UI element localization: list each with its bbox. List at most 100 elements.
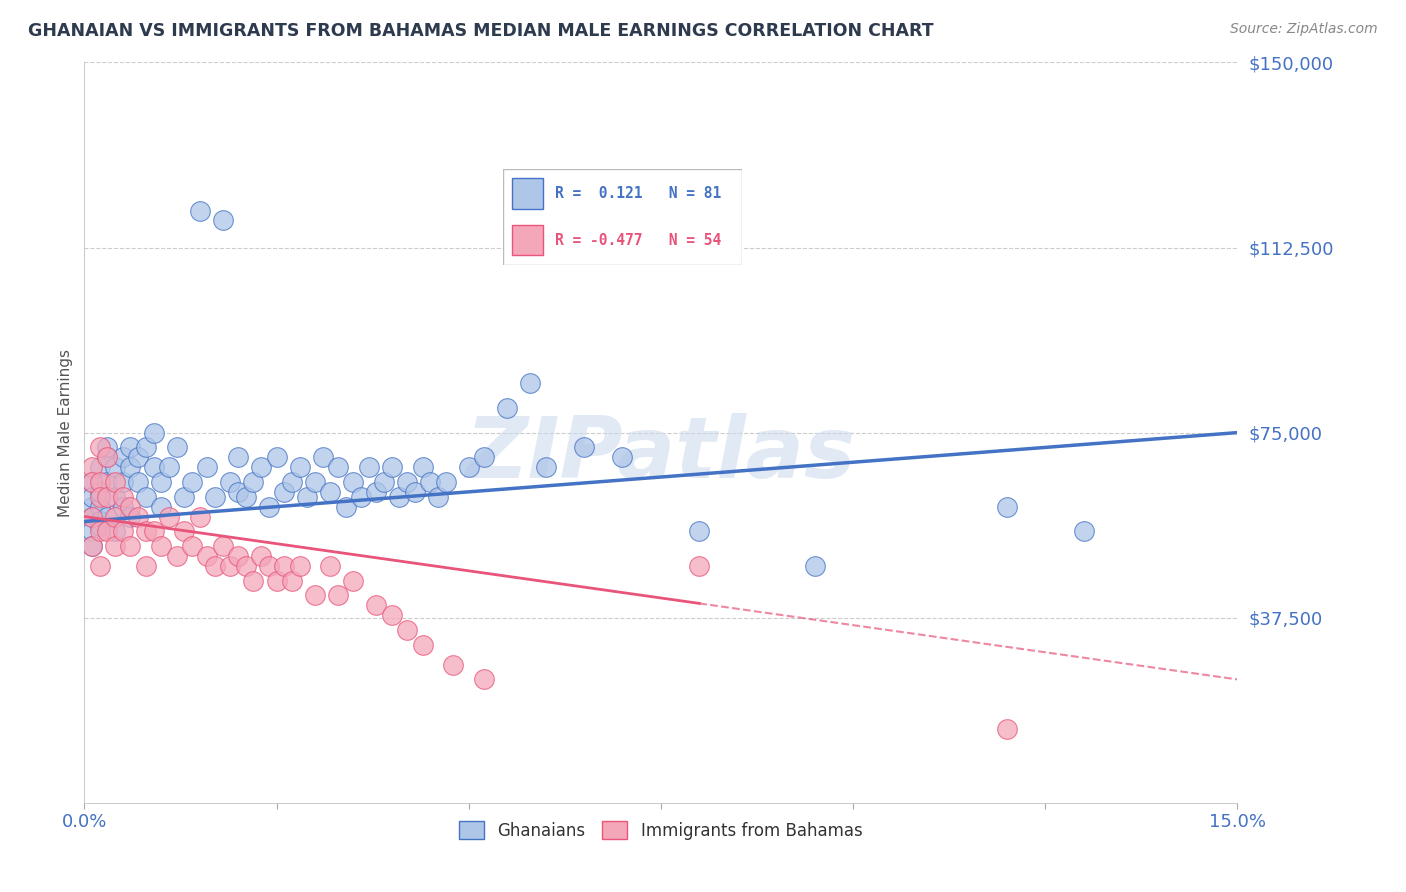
Point [135, 441, 157, 455]
Point [326, 460, 349, 475]
Point [612, 450, 634, 465]
Point [166, 549, 188, 563]
Point [257, 500, 280, 514]
Point [219, 558, 242, 573]
Point [419, 475, 441, 489]
Point [250, 460, 273, 475]
Text: ZIPatlas: ZIPatlas [465, 413, 856, 496]
Point [157, 509, 180, 524]
Point [142, 460, 165, 475]
Point [96, 490, 118, 504]
Y-axis label: Median Male Earnings: Median Male Earnings [58, 349, 73, 516]
Point [89, 460, 111, 475]
Point [373, 475, 395, 489]
Point [226, 549, 249, 563]
Point [426, 490, 449, 504]
Point [80, 539, 103, 553]
Point [273, 484, 295, 499]
Point [1073, 524, 1095, 539]
Point [96, 441, 118, 455]
Point [173, 524, 195, 539]
Point [242, 574, 264, 588]
Point [342, 475, 364, 489]
Point [111, 490, 134, 504]
Point [173, 490, 195, 504]
Point [472, 673, 495, 687]
Point [572, 441, 595, 455]
Point [204, 558, 226, 573]
Point [89, 490, 111, 504]
Point [89, 519, 111, 533]
Point [142, 524, 165, 539]
Text: GHANAIAN VS IMMIGRANTS FROM BAHAMAS MEDIAN MALE EARNINGS CORRELATION CHART: GHANAIAN VS IMMIGRANTS FROM BAHAMAS MEDI… [28, 22, 934, 40]
Point [135, 558, 157, 573]
Point [235, 490, 257, 504]
FancyBboxPatch shape [512, 225, 543, 255]
FancyBboxPatch shape [503, 169, 742, 265]
Point [89, 500, 111, 514]
Point [472, 450, 495, 465]
Point [519, 376, 541, 391]
Legend: Ghanaians, Immigrants from Bahamas: Ghanaians, Immigrants from Bahamas [453, 814, 869, 847]
Point [188, 203, 211, 218]
Point [80, 460, 103, 475]
Point [135, 524, 157, 539]
Point [311, 450, 333, 465]
Point [211, 539, 233, 553]
Point [120, 500, 142, 514]
Point [80, 475, 103, 489]
Point [304, 475, 326, 489]
Point [266, 574, 288, 588]
Point [281, 574, 304, 588]
Point [204, 490, 226, 504]
Point [111, 524, 134, 539]
Point [304, 589, 326, 603]
Point [80, 539, 103, 553]
Point [89, 515, 111, 529]
Point [357, 460, 380, 475]
Point [120, 539, 142, 553]
Point [534, 460, 557, 475]
Point [250, 549, 273, 563]
Point [104, 539, 127, 553]
Point [195, 460, 218, 475]
Point [80, 509, 103, 524]
Point [150, 539, 173, 553]
Point [388, 490, 411, 504]
Point [803, 558, 825, 573]
Point [366, 484, 388, 499]
Point [89, 441, 111, 455]
Point [235, 558, 257, 573]
FancyBboxPatch shape [512, 178, 543, 210]
Point [127, 475, 149, 489]
Point [412, 638, 434, 652]
Point [211, 213, 233, 227]
Point [226, 484, 249, 499]
Point [104, 475, 127, 489]
Point [326, 589, 349, 603]
Point [80, 509, 103, 524]
Point [120, 460, 142, 475]
Point [127, 450, 149, 465]
Point [104, 490, 127, 504]
Point [288, 460, 311, 475]
Point [150, 500, 173, 514]
Point [195, 549, 218, 563]
Text: Source: ZipAtlas.com: Source: ZipAtlas.com [1230, 22, 1378, 37]
Point [80, 490, 103, 504]
Point [434, 475, 457, 489]
Point [995, 722, 1018, 736]
Point [281, 475, 304, 489]
Point [96, 524, 118, 539]
Point [188, 509, 211, 524]
Point [111, 475, 134, 489]
Point [96, 475, 118, 489]
Point [496, 401, 519, 415]
Point [242, 475, 264, 489]
Point [111, 450, 134, 465]
Point [381, 460, 404, 475]
Text: R = -0.477   N = 54: R = -0.477 N = 54 [555, 233, 721, 247]
Point [120, 441, 142, 455]
Point [396, 623, 419, 637]
Point [288, 558, 311, 573]
